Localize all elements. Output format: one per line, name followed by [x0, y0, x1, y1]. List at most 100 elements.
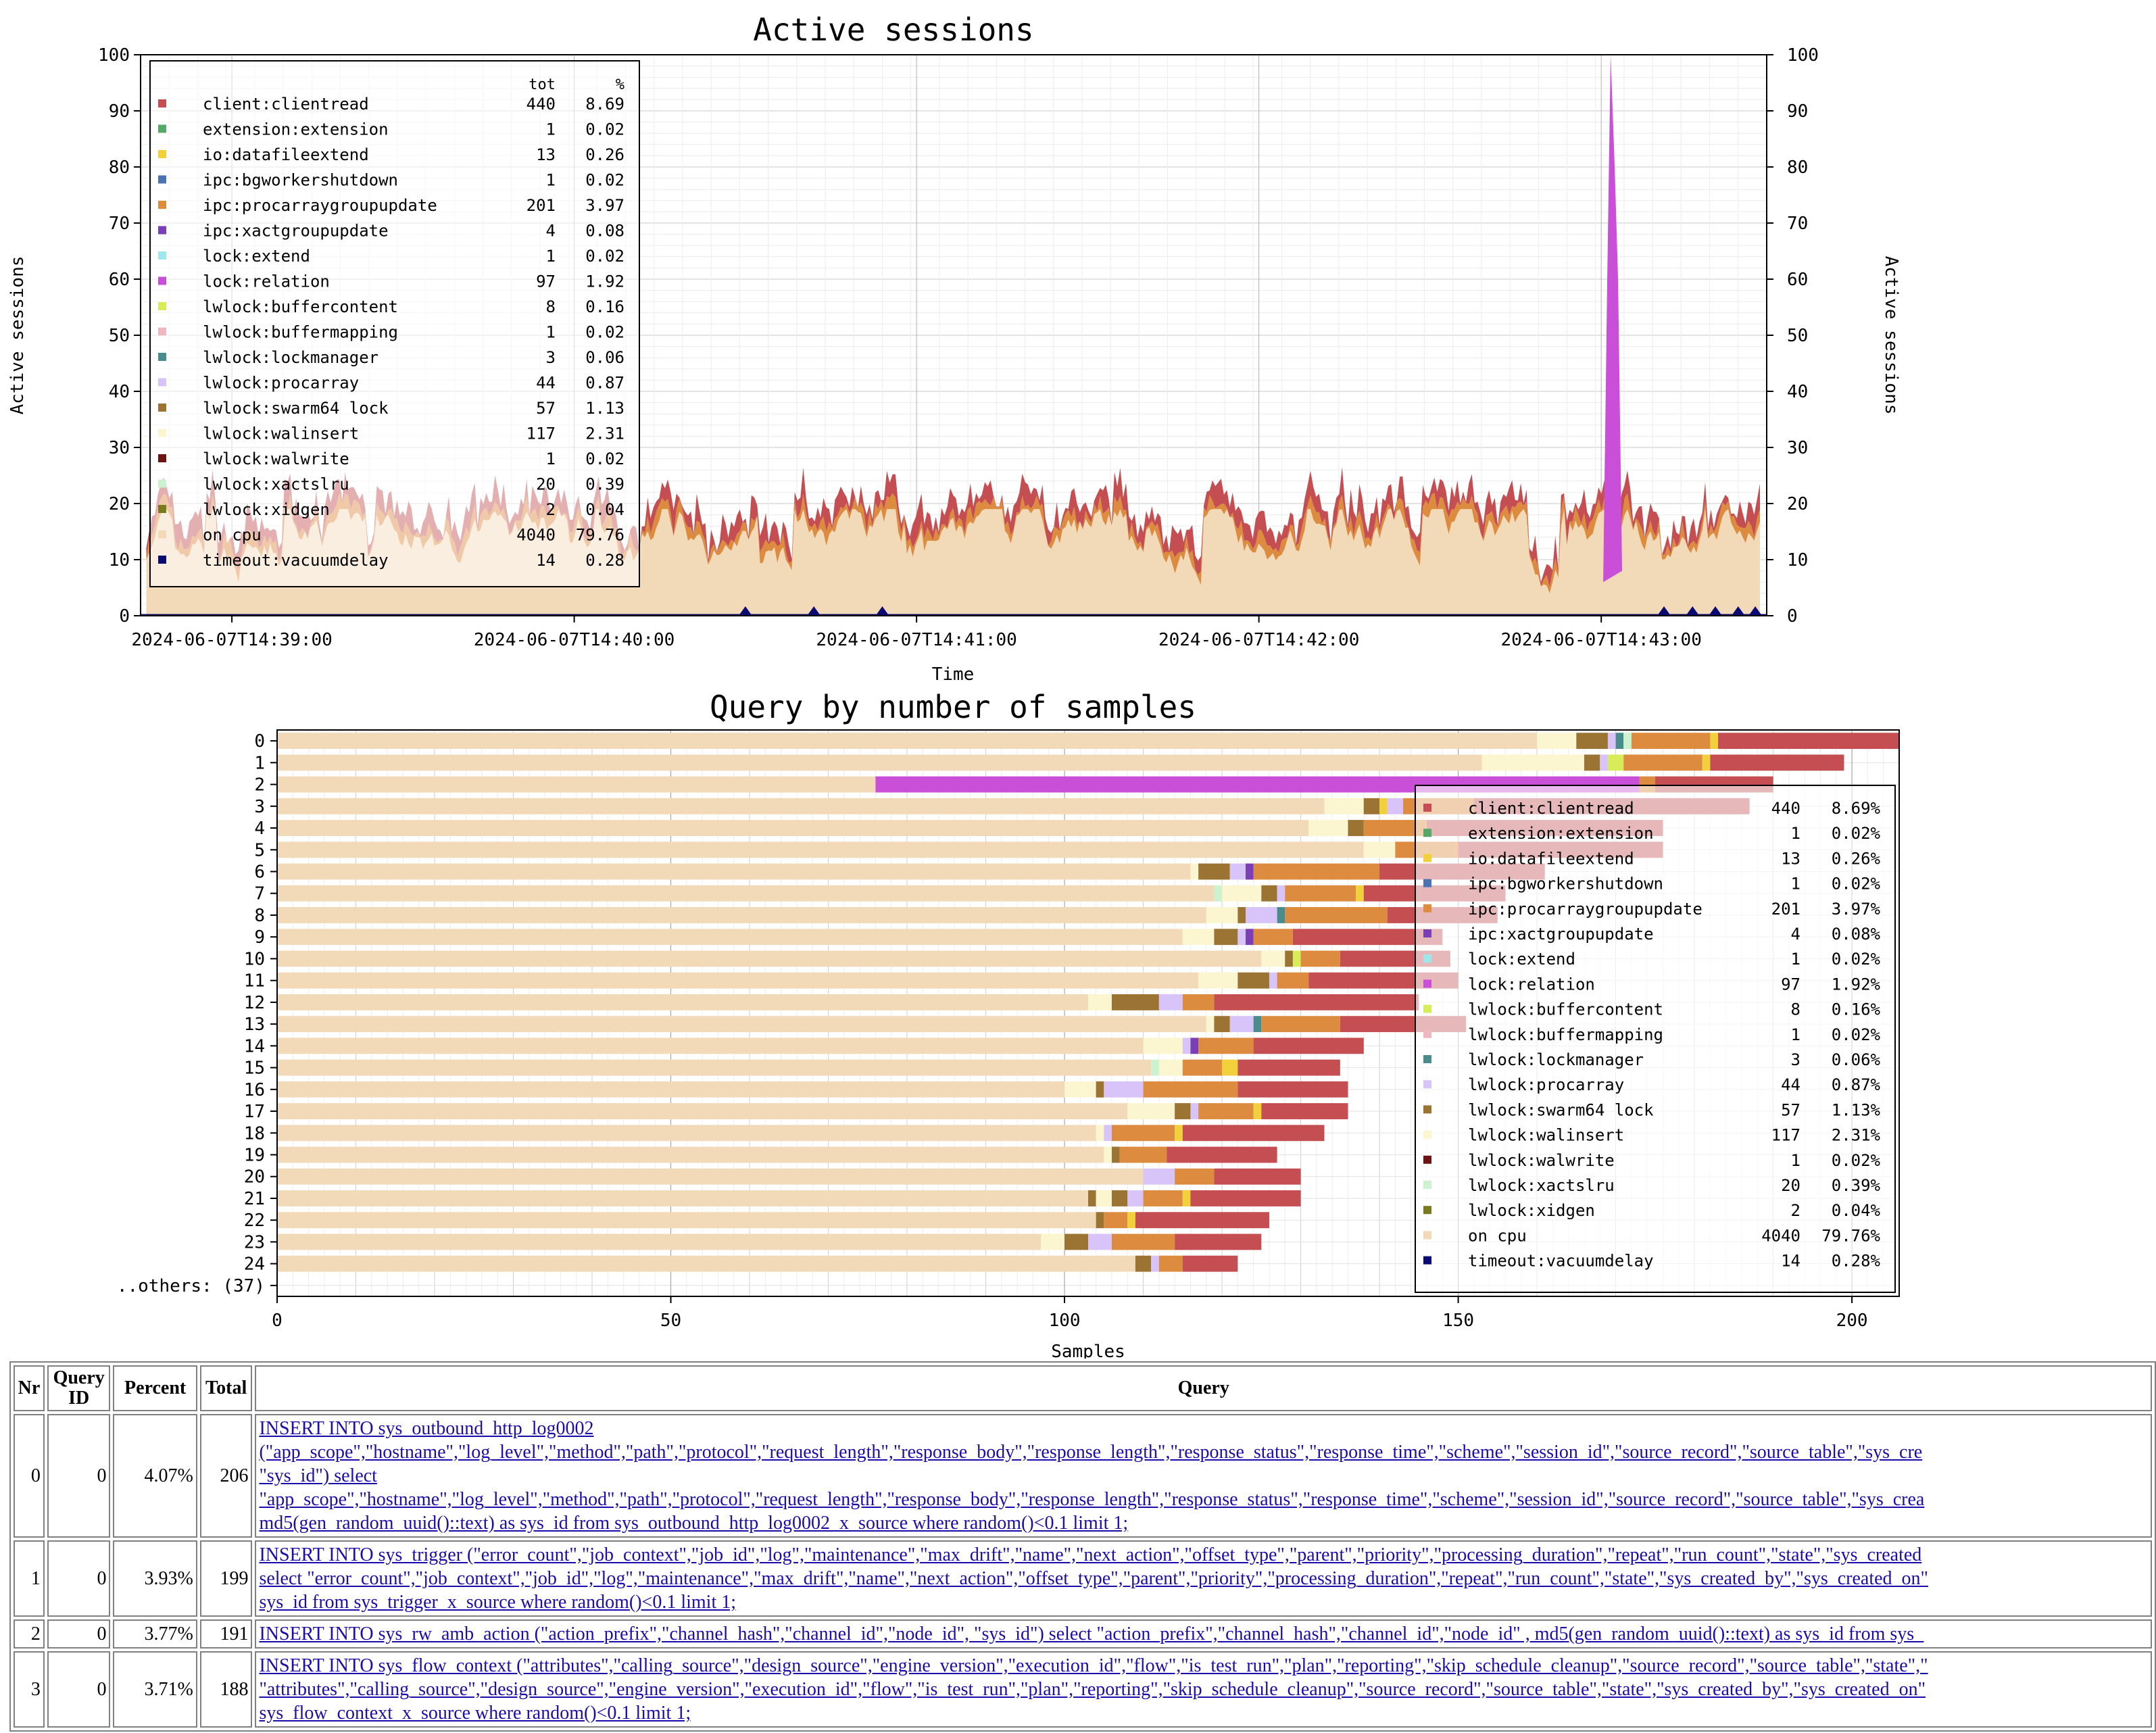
bar-segment: [1096, 1125, 1104, 1142]
x-tick-label: 2024-06-07T14:39:00: [131, 630, 332, 650]
legend-label: lwlock:xidgen: [203, 500, 330, 519]
y-tick-label-right: 0: [1787, 606, 1798, 627]
bar-segment: [1135, 1255, 1152, 1272]
query-link[interactable]: "app_scope","hostname","log_level","meth…: [259, 1489, 1925, 1510]
query-link[interactable]: md5(gen_random_uuid()::text) as sys_id f…: [259, 1513, 1129, 1534]
legend-pct: 0.02%: [1832, 950, 1881, 969]
y-tick-label: 10: [244, 949, 265, 969]
bar-segment: [1537, 733, 1577, 750]
x-tick-label: 0: [272, 1311, 283, 1331]
query-link[interactable]: INSERT INTO sys_rw_amb_action ("action_p…: [259, 1624, 1924, 1644]
bar-segment: [277, 885, 1215, 902]
bar-segment: [277, 1190, 1088, 1206]
query-link[interactable]: INSERT INTO sys_outbound_http_log0002: [259, 1418, 594, 1439]
query-link[interactable]: sys_flow_context_x_source where random()…: [259, 1703, 691, 1724]
bar-segment: [1261, 1103, 1348, 1119]
bar-segment: [277, 1234, 1042, 1250]
y-tick-label: 7: [254, 884, 265, 904]
bar-segment: [1175, 1103, 1191, 1119]
query-link[interactable]: "attributes","calling_source","design_so…: [259, 1679, 1926, 1700]
legend-label: lwlock:lockmanager: [1468, 1050, 1644, 1069]
bar-segment: [1584, 754, 1600, 771]
query-table-container: Nr Query ID Percent Total Query 0 0 4.07% 2…: [9, 1361, 2156, 1733]
legend-swatch: [1423, 954, 1431, 963]
legend-label: lock:relation: [203, 272, 330, 291]
query-link[interactable]: "sys_id") select: [259, 1465, 377, 1486]
legend-label: on cpu: [1468, 1226, 1527, 1245]
y-tick-label-right: 60: [1787, 270, 1808, 290]
legend-label: ipc:xactgroupupdate: [203, 222, 389, 241]
legend-label: lwlock:buffercontent: [203, 297, 398, 316]
x-tick-label: 150: [1442, 1311, 1474, 1331]
bar-segment: [1277, 907, 1285, 923]
bar-segment: [277, 1081, 1065, 1098]
bar-segment: [1182, 929, 1215, 946]
bar-segment: [1182, 1038, 1191, 1054]
legend-swatch: [158, 404, 166, 412]
bar-segment: [1363, 798, 1380, 814]
legend-label: extension:extension: [1468, 824, 1654, 843]
legend-tot: 4: [1791, 925, 1800, 944]
x-tick-label: 2024-06-07T14:40:00: [474, 630, 675, 650]
cell-query-id: 0: [47, 1414, 111, 1538]
bar-segment: [1253, 929, 1293, 946]
legend-swatch: [158, 429, 166, 437]
legend-pct: 79.76: [576, 526, 624, 545]
legend-swatch: [1423, 904, 1431, 912]
y-tick-label-right: 100: [1787, 45, 1819, 66]
header-nr: Nr: [14, 1365, 45, 1411]
x-tick-label: 200: [1836, 1311, 1868, 1331]
legend-pct: 0.39: [585, 475, 624, 494]
header-query-id-label: Query ID: [53, 1367, 105, 1409]
legend-pct: 0.04: [585, 500, 624, 519]
legend-pct: 0.87%: [1832, 1075, 1881, 1094]
chart2-y-ticks: 0123456789101112131415161718192021222324…: [117, 731, 277, 1296]
legend-tot: 1: [546, 120, 556, 139]
legend-tot: 1: [546, 449, 556, 468]
bar-segment: [1607, 733, 1616, 750]
legend-label: lwlock:xactslru: [1468, 1176, 1615, 1195]
cell-query-id: 0: [47, 1619, 111, 1649]
query-link[interactable]: INSERT INTO sys_trigger ("error_count","…: [259, 1544, 1922, 1565]
legend-pct: 0.26%: [1832, 849, 1881, 868]
legend-swatch: [1423, 979, 1431, 988]
chart2-x-ticks: 0 50 100 150 200: [272, 1296, 1868, 1331]
y-tick-label-right: 90: [1787, 101, 1808, 122]
query-link[interactable]: select "error_count","job_context","job_…: [259, 1568, 1928, 1589]
cell-nr: 1: [14, 1540, 45, 1617]
legend-swatch: [1423, 1080, 1431, 1089]
cell-query: INSERT INTO sys_outbound_http_log0002 ("a…: [255, 1414, 2152, 1538]
legend-pct: 8.69: [585, 95, 624, 114]
cell-total: 206: [199, 1414, 253, 1538]
chart2-title: Query by number of samples: [710, 689, 1196, 725]
cell-nr: 3: [14, 1651, 45, 1728]
bar-segment: [1206, 907, 1238, 923]
bar-segment: [1387, 798, 1404, 814]
bar-segment: [1615, 733, 1624, 750]
bar-segment: [1229, 863, 1246, 880]
legend-swatch: [1423, 879, 1431, 887]
bar-segment: [1214, 885, 1223, 902]
query-samples-chart: Query by number of samples 0123456789101…: [117, 689, 1900, 1359]
bar-segment: [1718, 733, 1899, 750]
legend-swatch: [1423, 804, 1431, 812]
query-link[interactable]: sys_id from sys_trigger_x_source where r…: [259, 1592, 737, 1613]
y-tick-label: 2: [254, 775, 265, 796]
legend-tot: 3: [546, 348, 556, 367]
bar-segment: [277, 1255, 1135, 1272]
bar-segment: [277, 1016, 1206, 1033]
bar-segment: [1127, 1212, 1135, 1229]
y-tick-label: 4: [254, 819, 265, 839]
y-tick-label-right: 30: [1787, 438, 1808, 458]
series-lock-relation: [1603, 55, 1623, 583]
legend-pct: 0.06%: [1832, 1050, 1881, 1069]
table-row: 0 0 4.07% 206 INSERT INTO sys_outbound_http_…: [14, 1414, 2152, 1538]
bar-segment: [1206, 1016, 1215, 1033]
y-tick-label: 60: [109, 270, 130, 290]
query-link[interactable]: ("app_scope","hostname","log_level","met…: [259, 1442, 1923, 1463]
bar-segment: [1143, 1081, 1238, 1098]
bar-segment: [277, 1038, 1144, 1054]
legend-tot: 13: [1781, 849, 1800, 868]
query-link[interactable]: INSERT INTO sys_flow_context ("attribute…: [259, 1655, 1928, 1676]
legend-pct: 1.92: [585, 272, 624, 291]
